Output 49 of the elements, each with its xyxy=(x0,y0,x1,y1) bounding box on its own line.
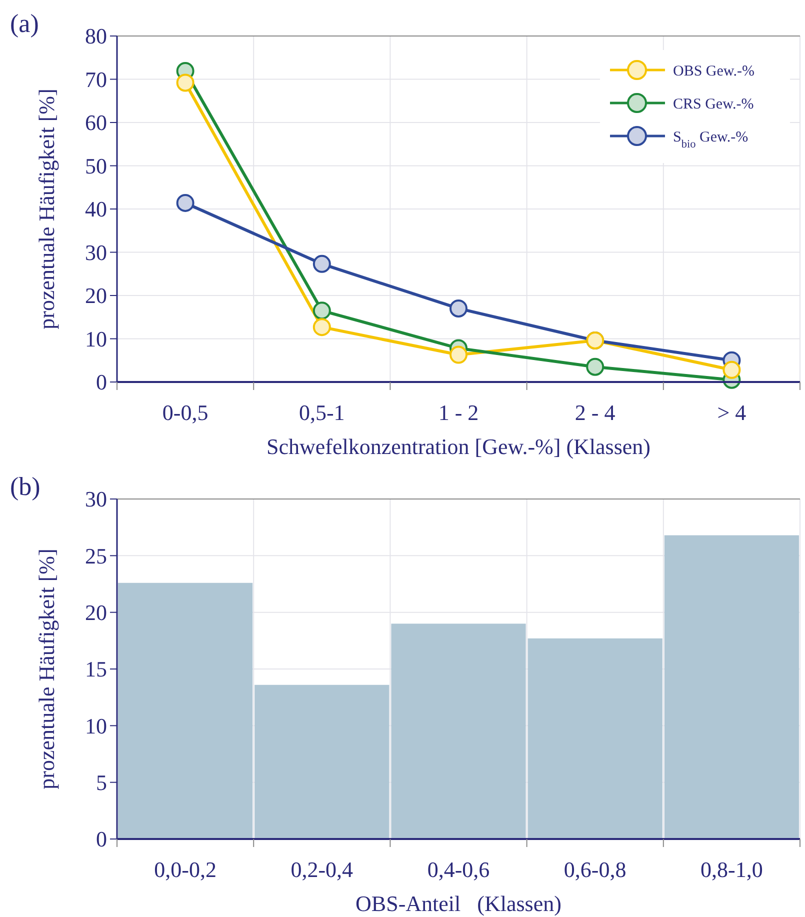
x-tick-label: 0,5-1 xyxy=(298,400,345,425)
legend-label: CRS Gew.-% xyxy=(673,96,754,112)
x-axis-title: Schwefelkonzentration [Gew.-%] (Klassen) xyxy=(266,434,651,459)
y-tick-label: 10 xyxy=(85,326,107,352)
y-tick-label: 80 xyxy=(85,24,107,49)
x-tick-label: 0,0-0,2 xyxy=(154,857,216,882)
point xyxy=(722,360,741,379)
point xyxy=(450,299,468,318)
bar xyxy=(528,638,662,839)
legend-label: S$_{bio}$ Gew.-% xyxy=(673,129,748,150)
chart-title: (a) xyxy=(10,9,39,38)
point xyxy=(176,74,194,92)
point xyxy=(176,194,194,212)
x-tick-label: > 4 xyxy=(717,400,746,425)
y-axis-title: prozentuale Häufigkeit [%] xyxy=(34,88,59,330)
bar xyxy=(118,582,253,839)
x-tick-label: 0-0,5 xyxy=(162,400,208,425)
bar xyxy=(254,684,390,839)
bar xyxy=(391,624,526,839)
x-tick-label: 0,2-0,4 xyxy=(290,857,354,882)
y-tick-label: 30 xyxy=(85,486,107,512)
legend-label: OBS Gew.-% xyxy=(673,63,755,80)
y-tick-label: 70 xyxy=(85,66,107,92)
y-tick-label: 50 xyxy=(85,153,107,178)
y-tick-label: 10 xyxy=(85,713,107,738)
x-tick-label: 2 - 4 xyxy=(574,400,616,425)
point xyxy=(312,254,331,273)
y-tick-label: 5 xyxy=(96,770,107,796)
point xyxy=(586,358,604,376)
y-tick-label: 0 xyxy=(96,370,107,395)
y-tick-label: 60 xyxy=(85,110,107,136)
x-tick-label: 0,6-0,8 xyxy=(564,857,626,882)
y-axis-title: prozentuale Häufigkeit [%] xyxy=(34,548,59,790)
y-tick-label: 30 xyxy=(85,240,107,265)
y-tick-label: 0 xyxy=(96,826,107,852)
x-tick-label: 1 - 2 xyxy=(438,400,479,425)
point xyxy=(312,302,331,320)
y-tick-label: 20 xyxy=(85,283,107,308)
x-axis-title: OBS-Anteil (Klassen) xyxy=(356,891,562,916)
point xyxy=(450,346,468,364)
y-tick-label: 25 xyxy=(85,543,107,568)
x-tick-label: 0,8-1,0 xyxy=(700,857,763,882)
y-tick-label: 20 xyxy=(85,600,107,626)
x-tick-label: 0,4-0,6 xyxy=(427,857,490,882)
point xyxy=(312,318,331,336)
y-tick-label: 15 xyxy=(85,656,107,682)
y-tick-label: 40 xyxy=(85,196,107,222)
bar xyxy=(664,535,799,839)
chart-title: (b) xyxy=(10,472,40,501)
